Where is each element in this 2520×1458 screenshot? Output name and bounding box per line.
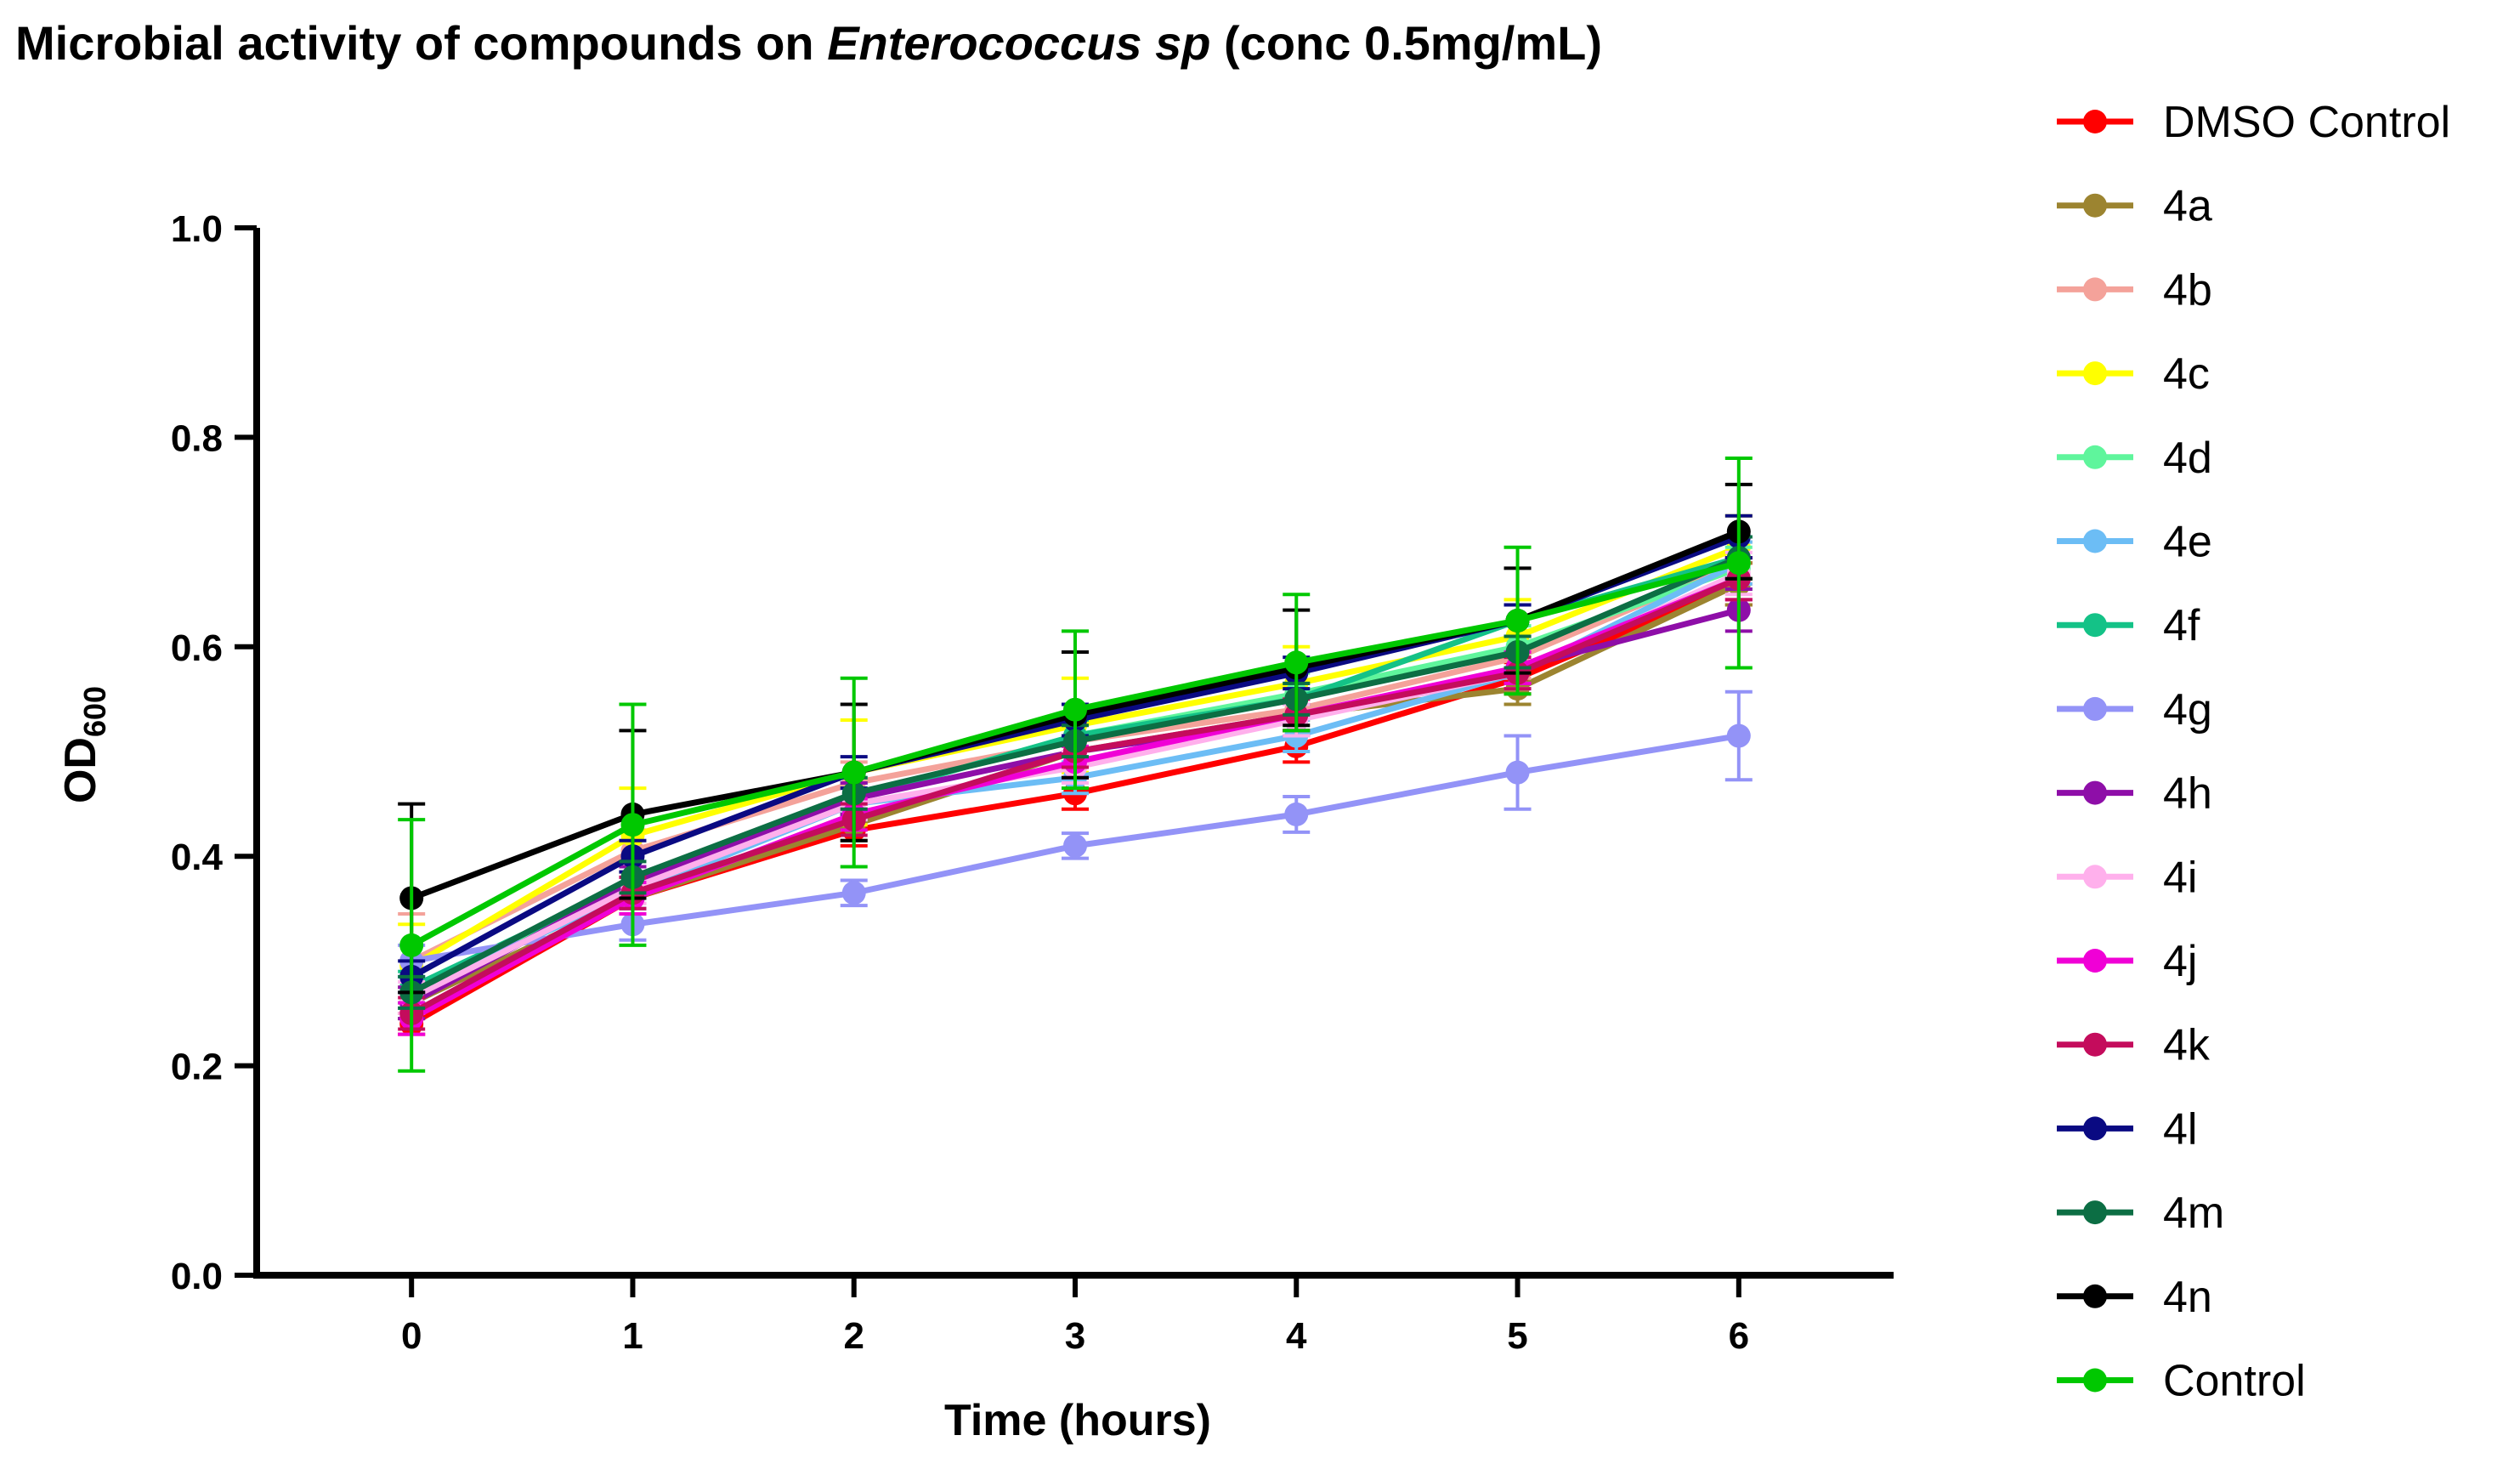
chart-title: Microbial activity of compounds on Enter… — [15, 16, 1602, 70]
x-tick-label: 2 — [843, 1315, 864, 1357]
data-point — [620, 813, 645, 837]
legend-swatch-marker — [2083, 696, 2107, 721]
chart-title-prefix: Microbial activity of compounds on — [15, 16, 827, 70]
legend-swatch-marker — [2083, 1116, 2107, 1141]
legend-label: DMSO Control — [2163, 98, 2450, 147]
legend-item: 4l — [2057, 1104, 2197, 1154]
y-tick-label: 0.8 — [171, 417, 223, 459]
legend-label: Control — [2163, 1357, 2306, 1406]
legend-item: 4b — [2057, 265, 2212, 315]
legend-label: 4n — [2163, 1273, 2212, 1322]
y-axis-title-main: OD — [56, 737, 105, 803]
data-point — [841, 881, 866, 905]
y-tick-label: 1.0 — [171, 208, 223, 250]
y-tick-label: 0.6 — [171, 627, 223, 669]
legend-label: 4d — [2163, 434, 2212, 483]
series-layer — [398, 457, 1753, 1073]
legend-item: 4k — [2057, 1021, 2211, 1070]
legend-item: Control — [2057, 1357, 2306, 1406]
legend-label: 4a — [2163, 182, 2212, 231]
series-control — [398, 457, 1753, 1073]
data-point — [1063, 833, 1087, 858]
legend-swatch-marker — [2083, 529, 2107, 553]
data-point — [841, 760, 866, 785]
legend-label: 4i — [2163, 853, 2197, 902]
legend-item: DMSO Control — [2057, 98, 2450, 147]
data-point — [1284, 802, 1309, 826]
data-point — [1726, 551, 1751, 576]
x-tick-label: 3 — [1065, 1315, 1085, 1357]
legend-item: 4c — [2057, 349, 2210, 399]
y-tick-label: 0.0 — [171, 1256, 223, 1297]
legend-swatch-marker — [2083, 1368, 2107, 1393]
legend-label: 4l — [2163, 1104, 2197, 1154]
legend-item: 4j — [2057, 937, 2197, 986]
legend-label: 4c — [2163, 349, 2210, 399]
legend-label: 4k — [2163, 1021, 2211, 1070]
legend-item: 4n — [2057, 1273, 2212, 1322]
legend: DMSO Control 4a 4b 4c 4d 4e 4f 4g 4h 4i 4j 4k 4l 4m 4n… — [2057, 98, 2450, 1406]
data-point — [1726, 723, 1751, 748]
y-axis-title-subscript: 600 — [77, 686, 112, 737]
legend-swatch-marker — [2083, 613, 2107, 638]
data-point — [1063, 697, 1087, 722]
y-tick-label: 0.4 — [171, 837, 224, 878]
legend-label: 4g — [2163, 685, 2212, 735]
chart-title-suffix: (conc 0.5mg/mL) — [1210, 16, 1602, 70]
legend-label: 4m — [2163, 1189, 2224, 1238]
legend-swatch-marker — [2083, 1284, 2107, 1308]
x-tick-label: 0 — [401, 1315, 422, 1357]
x-tick-label: 4 — [1286, 1315, 1307, 1357]
data-point — [399, 933, 424, 957]
data-point — [1505, 760, 1530, 785]
legend-swatch-marker — [2083, 361, 2107, 386]
legend-swatch-marker — [2083, 780, 2107, 805]
legend-swatch-marker — [2083, 865, 2107, 889]
axes: 0.0 0.2 0.4 0.6 0.8 1.0 0 1 2 3 4 5 6 — [171, 208, 1894, 1357]
legend-swatch-marker — [2083, 110, 2107, 133]
x-tick-label: 6 — [1729, 1315, 1749, 1357]
legend-item: 4i — [2057, 853, 2197, 902]
legend-item: 4g — [2057, 685, 2212, 735]
legend-item: 4e — [2057, 518, 2212, 567]
x-tick-label: 5 — [1507, 1315, 1527, 1357]
legend-label: 4h — [2163, 769, 2212, 819]
legend-swatch-marker — [2083, 949, 2107, 973]
legend-swatch-marker — [2083, 277, 2107, 302]
legend-label: 4b — [2163, 265, 2212, 315]
legend-item: 4f — [2057, 601, 2200, 650]
y-tick-label: 0.2 — [171, 1047, 223, 1088]
x-axis-title: Time (hours) — [944, 1396, 1211, 1445]
legend-item: 4d — [2057, 434, 2212, 483]
legend-swatch-marker — [2083, 193, 2107, 218]
legend-item: 4m — [2057, 1189, 2224, 1238]
legend-item: 4a — [2057, 182, 2212, 231]
legend-item: 4h — [2057, 769, 2212, 819]
legend-swatch-marker — [2083, 1032, 2107, 1057]
legend-label: 4e — [2163, 518, 2212, 567]
legend-label: 4j — [2163, 937, 2197, 986]
x-tick-label: 1 — [622, 1315, 643, 1357]
legend-swatch-marker — [2083, 445, 2107, 469]
legend-label: 4f — [2163, 601, 2200, 650]
y-axis-title: OD600 — [56, 686, 112, 803]
data-point — [1505, 609, 1530, 633]
chart-title-organism: Enterococcus sp — [827, 16, 1210, 70]
legend-swatch-marker — [2083, 1200, 2107, 1225]
data-point — [1284, 650, 1309, 675]
